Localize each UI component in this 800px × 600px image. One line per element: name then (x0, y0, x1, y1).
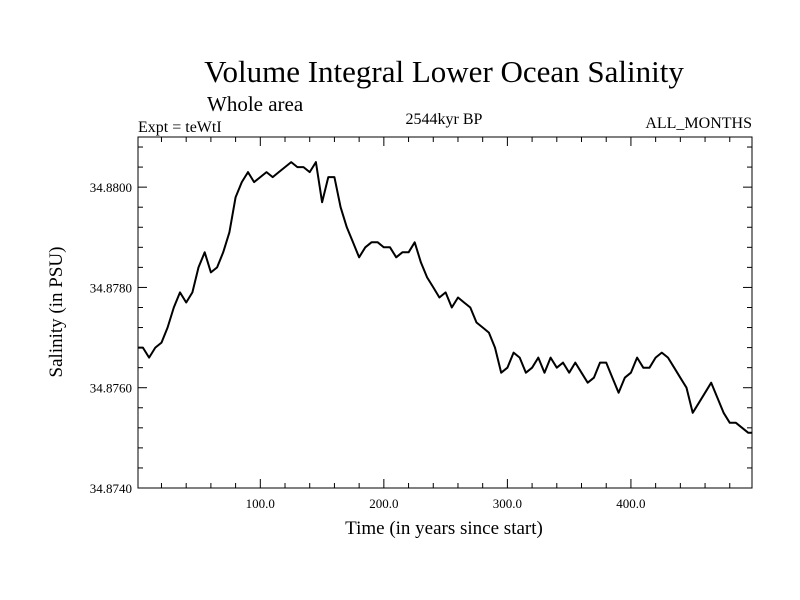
x-axis-label: Time (in years since start) (345, 518, 543, 539)
y-axis: 34.8740 34.8760 34.8780 34.8800 (90, 146, 752, 496)
x-tick-label: 400.0 (616, 496, 645, 511)
chart-title: Volume Integral Lower Ocean Salinity (204, 54, 684, 89)
salinity-series-line (138, 161, 752, 434)
x-tick-label: 100.0 (246, 496, 275, 511)
months-label: ALL_MONTHS (645, 115, 752, 132)
experiment-label: Expt = teWtI (138, 119, 222, 136)
x-axis: 100.0 200.0 300.0 400.0 (160, 137, 731, 511)
period-label: 2544kyr BP (406, 111, 483, 128)
y-tick-label: 34.8740 (90, 481, 132, 496)
chart-subtitle: Whole area (207, 92, 304, 116)
y-tick-label: 34.8800 (90, 180, 132, 195)
x-tick-label: 300.0 (493, 496, 522, 511)
y-tick-label: 34.8760 (90, 381, 132, 396)
x-tick-label: 200.0 (369, 496, 398, 511)
y-axis-label: Salinity (in PSU) (46, 247, 67, 378)
plot-frame (137, 136, 753, 489)
y-tick-label: 34.8780 (90, 280, 132, 295)
